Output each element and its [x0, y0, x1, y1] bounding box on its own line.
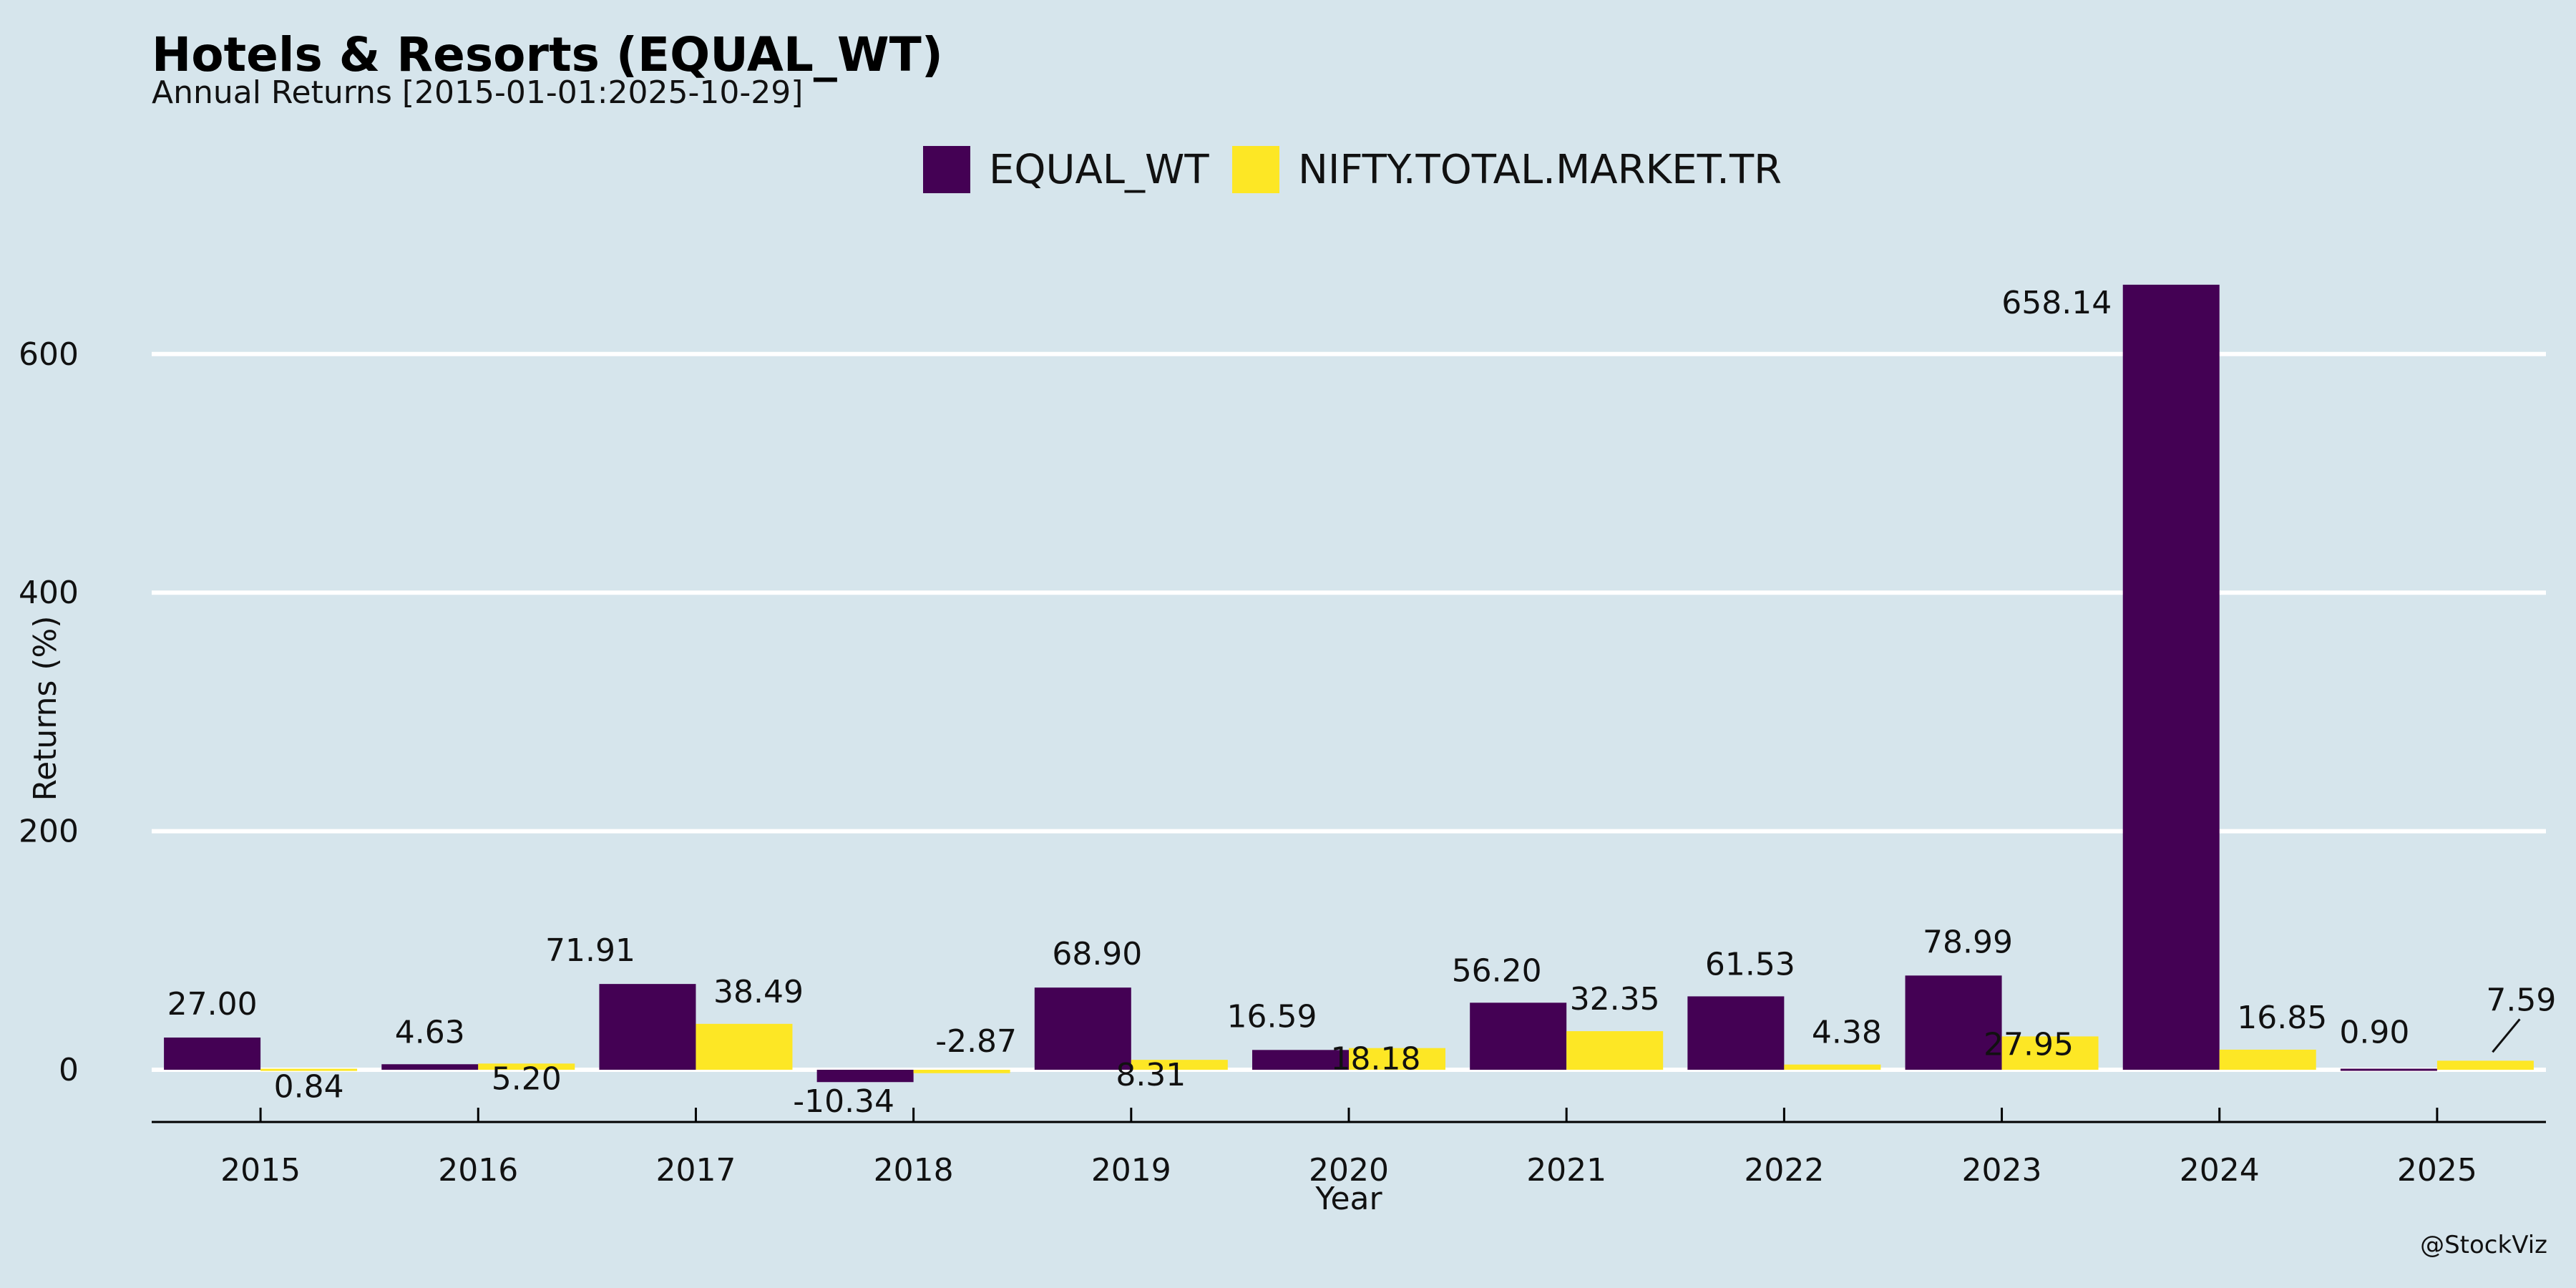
x-tick-label-2018: 2018: [874, 1152, 954, 1189]
data-label-equal-wt-2017: 71.91: [545, 932, 635, 969]
data-label-equal-wt-2018: -10.34: [793, 1083, 894, 1120]
data-label-nifty-2025: 7.59: [2486, 982, 2556, 1018]
data-label-equal-wt-2015: 27.00: [167, 986, 258, 1023]
bar-equal-wt-2020: [1252, 1050, 1349, 1070]
bar-equal-wt-2016: [381, 1064, 479, 1070]
data-label-nifty-2024: 16.85: [2237, 1000, 2327, 1036]
y-tick-label: 0: [59, 1052, 79, 1088]
bar-nifty-2016: [478, 1063, 575, 1070]
data-label-equal-wt-2016: 4.63: [395, 1014, 465, 1050]
bar-equal-wt-2018: [816, 1070, 914, 1083]
x-axis-title: Year: [1314, 1181, 1382, 1217]
x-tick-label-2015: 2015: [220, 1152, 301, 1189]
x-tick-label-2023: 2023: [1962, 1152, 2042, 1189]
data-label-equal-wt-2023: 78.99: [1923, 924, 2013, 960]
x-tick-label-2025: 2025: [2397, 1152, 2477, 1189]
bar-nifty-2015: [260, 1068, 358, 1071]
bar-equal-wt-2015: [164, 1037, 261, 1070]
x-tick-label-2017: 2017: [655, 1152, 736, 1189]
data-label-nifty-2020: 18.18: [1331, 1041, 1421, 1078]
x-tick-label-2024: 2024: [2180, 1152, 2260, 1189]
bar-nifty-2018: [913, 1070, 1010, 1073]
data-label-equal-wt-2021: 56.20: [1452, 952, 1542, 989]
data-label-nifty-2017: 38.49: [713, 974, 804, 1010]
y-tick-label: 600: [19, 336, 79, 373]
y-tick-label: 200: [19, 814, 79, 850]
bar-nifty-2017: [696, 1023, 793, 1070]
bar-equal-wt-2024: [2122, 284, 2220, 1070]
legend-swatch-equal-wt: [923, 146, 970, 193]
data-label-nifty-2018: -2.87: [935, 1023, 1017, 1060]
axes: 0 200 400 600 2015 2016 2017 2018 2019 2020 2021 20…: [19, 336, 2546, 1189]
bar-equal-wt-2025: [2340, 1068, 2437, 1071]
legend-label-equal-wt: EQUAL_WT: [989, 147, 1209, 193]
data-label-nifty-2019: 8.31: [1116, 1057, 1186, 1093]
bars: [164, 284, 2534, 1083]
data-label-nifty-2023: 27.95: [1984, 1026, 2074, 1063]
bar-equal-wt-2019: [1034, 987, 1131, 1070]
legend-swatch-nifty: [1232, 146, 1279, 193]
bar-nifty-2019: [1131, 1060, 1228, 1070]
data-label-equal-wt-2025: 0.90: [2339, 1014, 2409, 1050]
bar-nifty-2025: [2436, 1060, 2534, 1070]
data-labels: 27.00 0.84 4.63 5.20 71.91 38.49 -10.34 -2.87 68…: [167, 285, 2557, 1120]
data-label-nifty-2022: 4.38: [1812, 1015, 1882, 1051]
data-label-equal-wt-2019: 68.90: [1052, 936, 1142, 972]
data-label-equal-wt-2020: 16.59: [1227, 998, 1317, 1035]
chart-subtitle: Annual Returns [2015-01-01:2025-10-29]: [152, 74, 804, 111]
chart-title: Hotels & Resorts (EQUAL_WT): [152, 27, 943, 82]
bar-nifty-2021: [1566, 1031, 1664, 1070]
x-tick-label-2021: 2021: [1526, 1152, 1606, 1189]
bar-nifty-2024: [2219, 1049, 2316, 1070]
data-label-equal-wt-2022: 61.53: [1705, 946, 1795, 982]
data-label-nifty-2021: 32.35: [1570, 981, 1660, 1018]
y-axis-title: Returns (%): [27, 615, 64, 801]
data-label-equal-wt-2024: 658.14: [2001, 285, 2112, 321]
bar-equal-wt-2023: [1905, 975, 2002, 1070]
caption: @StockViz: [2420, 1231, 2547, 1259]
bar-nifty-2023: [2001, 1036, 2099, 1070]
bar-nifty-2020: [1349, 1048, 1445, 1070]
x-tick-label-2022: 2022: [1744, 1152, 1824, 1189]
bar-equal-wt-2022: [1687, 996, 1785, 1070]
bar-nifty-2022: [1784, 1064, 1881, 1070]
data-label-nifty-2015: 0.84: [274, 1069, 344, 1106]
x-tick-label-2016: 2016: [438, 1152, 518, 1189]
legend-label-nifty: NIFTY.TOTAL.MARKET.TR: [1298, 147, 1782, 193]
legend: EQUAL_WT NIFTY.TOTAL.MARKET.TR: [923, 146, 1782, 193]
bar-equal-wt-2021: [1470, 1002, 1567, 1070]
data-label-nifty-2016: 5.20: [492, 1060, 562, 1097]
bar-equal-wt-2017: [599, 984, 696, 1070]
x-tick-label-2020: 2020: [1309, 1152, 1389, 1189]
label-leader-line: [2492, 1018, 2521, 1053]
y-tick-label: 400: [19, 575, 79, 611]
x-tick-label-2019: 2019: [1091, 1152, 1171, 1189]
